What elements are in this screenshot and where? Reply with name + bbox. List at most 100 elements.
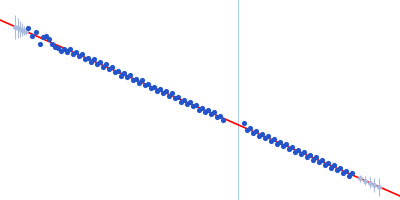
Point: [127, 74, 133, 77]
Point: [106, 68, 112, 71]
Point: [67, 47, 73, 50]
Point: [133, 77, 139, 80]
Point: [145, 82, 151, 85]
Point: [37, 42, 43, 45]
Point: [55, 46, 61, 49]
Point: [46, 38, 52, 41]
Point: [262, 136, 268, 139]
Point: [160, 91, 166, 95]
Point: [247, 126, 253, 130]
Point: [268, 139, 274, 143]
Point: [142, 83, 148, 87]
Point: [298, 152, 304, 155]
Point: [292, 150, 298, 153]
Point: [58, 49, 64, 53]
Point: [310, 158, 316, 161]
Point: [109, 66, 115, 69]
Point: [25, 27, 31, 30]
Point: [100, 66, 106, 69]
Point: [52, 46, 58, 49]
Point: [103, 63, 109, 66]
Point: [331, 164, 337, 167]
Point: [136, 82, 142, 85]
Point: [166, 94, 172, 98]
Point: [295, 148, 301, 151]
Point: [328, 166, 334, 169]
Point: [274, 142, 280, 146]
Point: [196, 108, 202, 112]
Point: [118, 74, 124, 77]
Point: [148, 87, 154, 90]
Point: [286, 147, 292, 150]
Point: [280, 144, 286, 147]
Point: [115, 69, 121, 72]
Point: [325, 162, 331, 165]
Point: [337, 166, 343, 169]
Point: [29, 34, 35, 38]
Point: [304, 155, 310, 158]
Point: [334, 168, 340, 171]
Point: [259, 132, 265, 135]
Point: [319, 158, 325, 161]
Point: [139, 78, 145, 82]
Point: [220, 119, 226, 122]
Point: [241, 122, 247, 125]
Point: [49, 42, 55, 45]
Point: [91, 58, 97, 61]
Point: [265, 134, 271, 138]
Point: [184, 102, 190, 106]
Point: [340, 171, 346, 174]
Point: [190, 105, 196, 108]
Point: [33, 30, 39, 33]
Point: [43, 35, 49, 38]
Point: [199, 106, 205, 109]
Point: [187, 100, 193, 103]
Point: [193, 103, 199, 106]
Point: [112, 71, 118, 74]
Point: [217, 114, 223, 117]
Point: [277, 140, 283, 143]
Point: [151, 85, 157, 88]
Point: [178, 100, 184, 103]
Point: [76, 54, 82, 58]
Point: [205, 108, 211, 111]
Point: [322, 163, 328, 166]
Point: [271, 138, 277, 141]
Point: [250, 131, 256, 135]
Point: [85, 56, 91, 59]
Point: [163, 89, 169, 93]
Point: [346, 174, 352, 177]
Point: [94, 62, 100, 66]
Point: [256, 134, 262, 138]
Point: [289, 146, 295, 149]
Point: [97, 61, 103, 64]
Point: [208, 113, 214, 116]
Point: [307, 154, 313, 157]
Point: [172, 97, 178, 100]
Point: [121, 71, 127, 75]
Point: [61, 48, 67, 51]
Point: [202, 110, 208, 113]
Point: [130, 79, 136, 82]
Point: [211, 110, 217, 113]
Point: [64, 50, 70, 54]
Point: [244, 128, 250, 132]
Point: [214, 116, 220, 119]
Point: [181, 98, 187, 101]
Point: [79, 52, 85, 55]
Point: [175, 95, 181, 98]
Point: [313, 156, 319, 159]
Point: [349, 172, 355, 175]
Point: [169, 92, 175, 95]
Point: [40, 35, 46, 39]
Point: [301, 150, 307, 153]
Point: [82, 58, 88, 61]
Point: [157, 87, 163, 90]
Point: [154, 90, 160, 93]
Point: [70, 52, 76, 55]
Point: [253, 130, 259, 133]
Point: [283, 142, 289, 145]
Point: [316, 160, 322, 163]
Point: [73, 50, 79, 53]
Point: [124, 76, 130, 79]
